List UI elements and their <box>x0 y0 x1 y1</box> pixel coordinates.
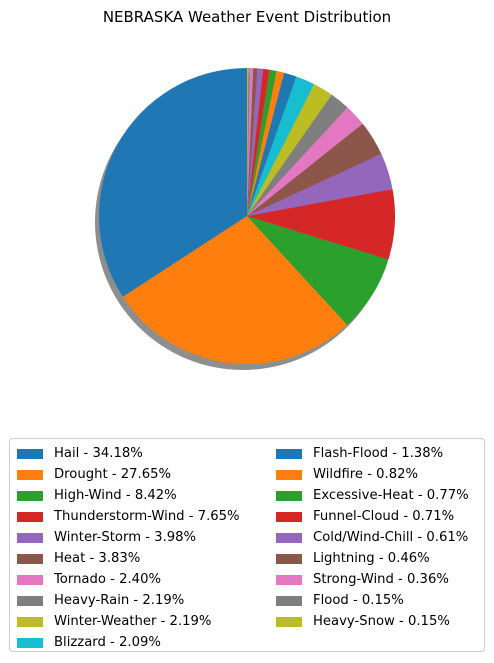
legend-label: Wildfire - 0.82% <box>313 467 419 482</box>
legend-label: Strong-Wind - 0.36% <box>313 572 449 587</box>
legend-item: Flood - 0.15% <box>276 590 469 611</box>
legend-item: Winter-Weather - 2.19% <box>17 611 240 632</box>
legend-item: Excessive-Heat - 0.77% <box>276 485 469 506</box>
pie-slice-3 <box>247 216 389 325</box>
pie-slice-8 <box>247 94 348 216</box>
legend-item: Flash-Flood - 1.38% <box>276 443 469 464</box>
legend-item: Wildfire - 0.82% <box>276 464 469 485</box>
legend-label: Heavy-Rain - 2.19% <box>54 593 185 608</box>
legend-column-right: Flash-Flood - 1.38% Wildfire - 0.82% Exces… <box>276 443 469 632</box>
legend-item: Strong-Wind - 0.36% <box>276 569 469 590</box>
legend-label: Flash-Flood - 1.38% <box>313 446 444 461</box>
legend-swatch <box>17 574 43 585</box>
legend-item: Heavy-Rain - 2.19% <box>17 590 240 611</box>
legend-swatch <box>17 448 43 459</box>
pie-slice-17 <box>247 68 254 216</box>
legend-swatch <box>276 532 302 543</box>
legend-swatch <box>17 553 43 564</box>
pie-slice-19 <box>247 68 249 216</box>
legend-label: Funnel-Cloud - 0.71% <box>313 509 455 524</box>
legend-swatch <box>17 469 43 480</box>
legend-item: Cold/Wind-Chill - 0.61% <box>276 527 469 548</box>
legend-swatch <box>276 448 302 459</box>
pie-slice-14 <box>247 68 270 217</box>
legend-label: Heavy-Snow - 0.15% <box>313 614 450 629</box>
legend-swatch <box>276 553 302 564</box>
legend-item: Winter-Storm - 3.98% <box>17 527 240 548</box>
legend-swatch <box>17 532 43 543</box>
legend-item: Funnel-Cloud - 0.71% <box>276 506 469 527</box>
legend-label: Drought - 27.65% <box>54 467 172 482</box>
pie-slice-4 <box>247 189 396 260</box>
pie-slice-13 <box>247 69 277 217</box>
legend-item: Lightning - 0.46% <box>276 548 469 569</box>
legend-item: Hail - 34.18% <box>17 443 240 464</box>
legend-item: Drought - 27.65% <box>17 464 240 485</box>
legend-label: Flood - 0.15% <box>313 593 404 608</box>
legend-item: Heavy-Snow - 0.15% <box>276 611 469 632</box>
legend-swatch <box>17 637 43 648</box>
legend-swatch <box>17 595 43 606</box>
legend: Hail - 34.18% Drought - 27.65% High-Wind -… <box>9 438 485 652</box>
legend-swatch <box>17 490 43 501</box>
pie-chart <box>95 67 396 370</box>
legend-swatch <box>17 511 43 522</box>
legend-swatch <box>276 469 302 480</box>
legend-swatch <box>276 574 302 585</box>
legend-label: Hail - 34.18% <box>54 446 143 461</box>
legend-item: Tornado - 2.40% <box>17 569 240 590</box>
pie-slice-6 <box>247 123 382 216</box>
legend-label: Lightning - 0.46% <box>313 551 430 566</box>
legend-swatch <box>276 595 302 606</box>
legend-item: Thunderstorm-Wind - 7.65% <box>17 506 240 527</box>
legend-label: Blizzard - 2.09% <box>54 635 161 650</box>
pie-slice-15 <box>247 68 264 217</box>
legend-swatch <box>276 511 302 522</box>
legend-label: Cold/Wind-Chill - 0.61% <box>313 530 469 545</box>
legend-label: Winter-Storm - 3.98% <box>54 530 197 545</box>
legend-column-left: Hail - 34.18% Drought - 27.65% High-Wind -… <box>17 443 240 653</box>
pie-slice-11 <box>247 72 297 216</box>
legend-label: Winter-Weather - 2.19% <box>54 614 212 629</box>
pie-slices <box>98 67 396 365</box>
pie-slice-1 <box>98 67 247 297</box>
legend-label: High-Wind - 8.42% <box>54 488 177 503</box>
legend-swatch <box>17 616 43 627</box>
legend-label: Thunderstorm-Wind - 7.65% <box>54 509 240 524</box>
legend-item: Blizzard - 2.09% <box>17 632 240 653</box>
legend-swatch <box>276 490 302 501</box>
pie-slice-2 <box>122 216 348 365</box>
pie-slice-16 <box>247 68 258 216</box>
legend-item: High-Wind - 8.42% <box>17 485 240 506</box>
pie-slice-18 <box>247 68 250 216</box>
pie-slice-10 <box>247 76 315 216</box>
legend-label: Tornado - 2.40% <box>54 572 161 587</box>
chart-title: NEBRASKA Weather Event Distribution <box>102 8 392 26</box>
legend-label: Excessive-Heat - 0.77% <box>313 488 469 503</box>
pie-slice-5 <box>247 153 393 216</box>
legend-item: Heat - 3.83% <box>17 548 240 569</box>
legend-swatch <box>276 616 302 627</box>
pie-slice-9 <box>247 84 332 216</box>
pie-slice-7 <box>247 107 363 216</box>
legend-label: Heat - 3.83% <box>54 551 141 566</box>
pie-slice-12 <box>247 71 285 216</box>
